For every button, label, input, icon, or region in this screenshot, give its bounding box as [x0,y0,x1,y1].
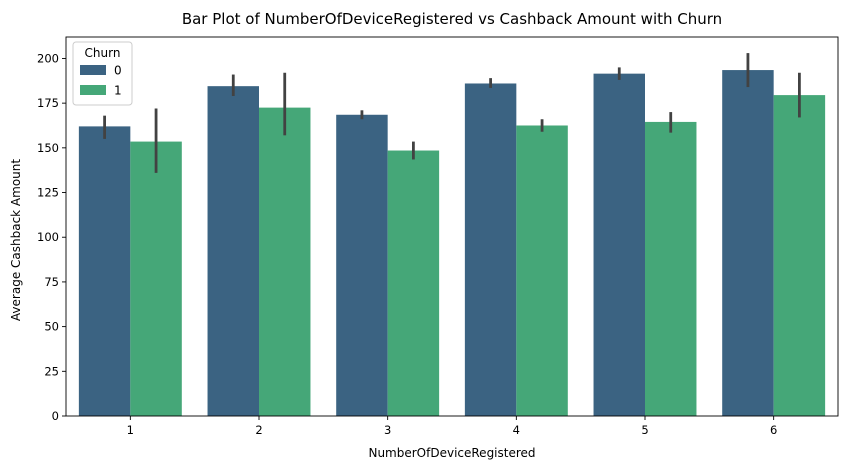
y-tick-label: 25 [44,364,59,378]
bar-series-0-cat-4 [464,83,517,416]
bar-series-1-cat-5 [645,121,697,416]
bar-series-0-cat-1 [78,126,131,417]
y-tick-label: 100 [37,230,59,244]
x-tick-label: 6 [770,423,777,437]
y-tick-label: 150 [37,141,59,155]
bar-series-1-cat-4 [516,125,568,417]
plot-area [78,53,826,417]
x-tick-label: 4 [513,423,520,437]
bar-series-0-cat-3 [336,114,388,416]
y-tick-label: 0 [52,409,59,423]
bar-series-0-cat-2 [207,86,259,417]
x-tick-label: 3 [384,423,391,437]
bar-series-1-cat-6 [773,95,826,417]
bar-series-1-cat-3 [387,150,440,416]
legend-swatch-1 [80,85,106,95]
legend-swatch-0 [80,65,106,75]
bar-series-1-cat-1 [130,141,182,416]
legend-label-0: 0 [114,64,122,78]
x-tick-label: 1 [127,423,134,437]
y-tick-label: 50 [44,320,59,334]
legend-title: Churn [85,46,121,60]
y-tick-label: 75 [44,275,59,289]
bar-series-0-cat-5 [593,73,645,416]
y-axis-label: Average Cashback Amount [9,159,23,321]
x-tick-label: 5 [641,423,648,437]
x-axis-label: NumberOfDeviceRegistered [368,446,535,460]
y-tick-label: 175 [37,96,59,110]
legend-label-1: 1 [114,84,122,98]
plot-frame [65,36,839,417]
legend: Churn 0 1 [72,41,133,106]
bar-series-1-cat-2 [259,107,311,416]
bar-series-0-cat-6 [722,70,774,416]
axes: 0 25 50 75 100 125 150 175 200 1 2 3 4 5 6 [37,36,839,437]
y-tick-label: 200 [37,51,59,65]
x-tick-label: 2 [255,423,262,437]
y-tick-label: 125 [37,186,59,200]
chart-title: Bar Plot of NumberOfDeviceRegistered vs … [182,10,722,28]
